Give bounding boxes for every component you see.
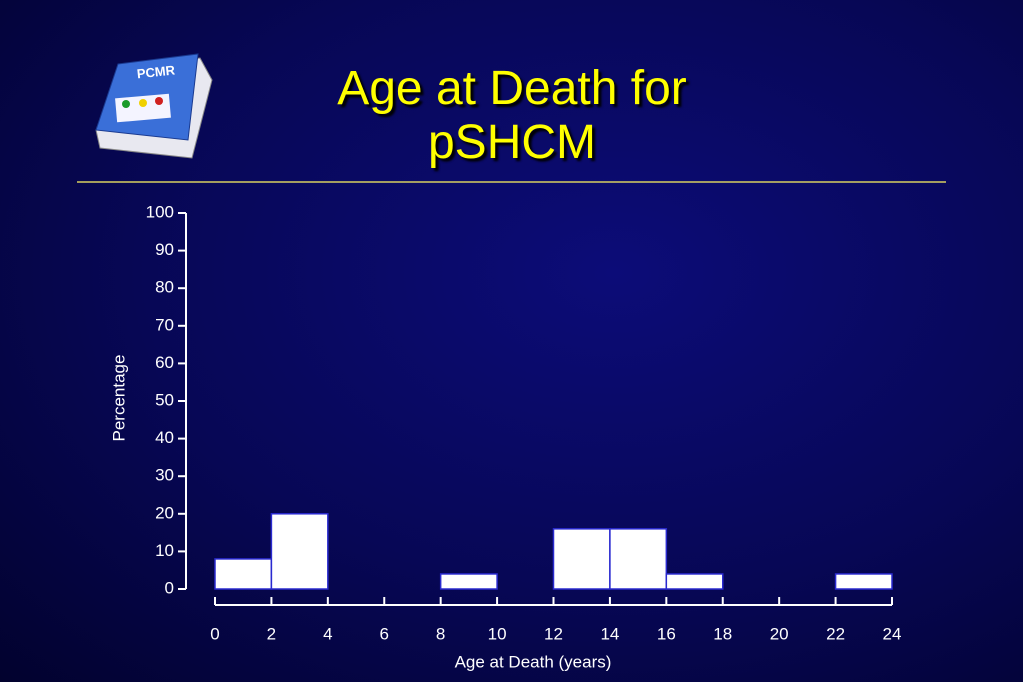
y-tick-label: 20 bbox=[155, 503, 174, 522]
y-axis-label: Percentage bbox=[109, 355, 128, 442]
bar bbox=[270, 513, 329, 590]
logo-figure bbox=[122, 100, 130, 108]
y-tick-label: 0 bbox=[165, 578, 174, 597]
x-axis-label: Age at Death (years) bbox=[455, 652, 612, 671]
y-tick-label: 40 bbox=[155, 428, 174, 447]
x-tick-label: 12 bbox=[544, 624, 563, 643]
bar bbox=[552, 528, 611, 590]
bar bbox=[609, 528, 668, 590]
logo-figure bbox=[139, 99, 147, 107]
y-tick-label: 30 bbox=[155, 466, 174, 485]
bar bbox=[665, 573, 724, 590]
logo: PCMR bbox=[95, 53, 213, 159]
logo-text: PCMR bbox=[136, 62, 176, 81]
x-tick-label: 0 bbox=[210, 624, 219, 643]
bar bbox=[439, 573, 498, 590]
y-tick-label: 70 bbox=[155, 315, 174, 334]
x-tick-label: 2 bbox=[267, 624, 276, 643]
logo-figure bbox=[155, 97, 163, 105]
x-tick-label: 16 bbox=[657, 624, 676, 643]
x-tick-label: 10 bbox=[488, 624, 507, 643]
x-tick-label: 18 bbox=[713, 624, 732, 643]
y-tick-label: 100 bbox=[146, 202, 174, 221]
x-tick-label: 14 bbox=[600, 624, 619, 643]
x-tick-label: 20 bbox=[770, 624, 789, 643]
x-tick-label: 6 bbox=[380, 624, 389, 643]
chart-title: Age at Death for pSHCM bbox=[337, 62, 687, 169]
y-tick-label: 10 bbox=[155, 541, 174, 560]
y-tick-label: 90 bbox=[155, 240, 174, 259]
y-tick-label: 80 bbox=[155, 278, 174, 297]
logo-panel bbox=[115, 93, 171, 123]
y-tick-label: 60 bbox=[155, 353, 174, 372]
bar bbox=[834, 573, 893, 590]
y-tick-label: 50 bbox=[155, 390, 174, 409]
x-tick-label: 24 bbox=[883, 624, 902, 643]
bar bbox=[214, 558, 273, 590]
x-tick-label: 22 bbox=[826, 624, 845, 643]
x-tick-label: 4 bbox=[323, 624, 332, 643]
x-tick-label: 8 bbox=[436, 624, 445, 643]
